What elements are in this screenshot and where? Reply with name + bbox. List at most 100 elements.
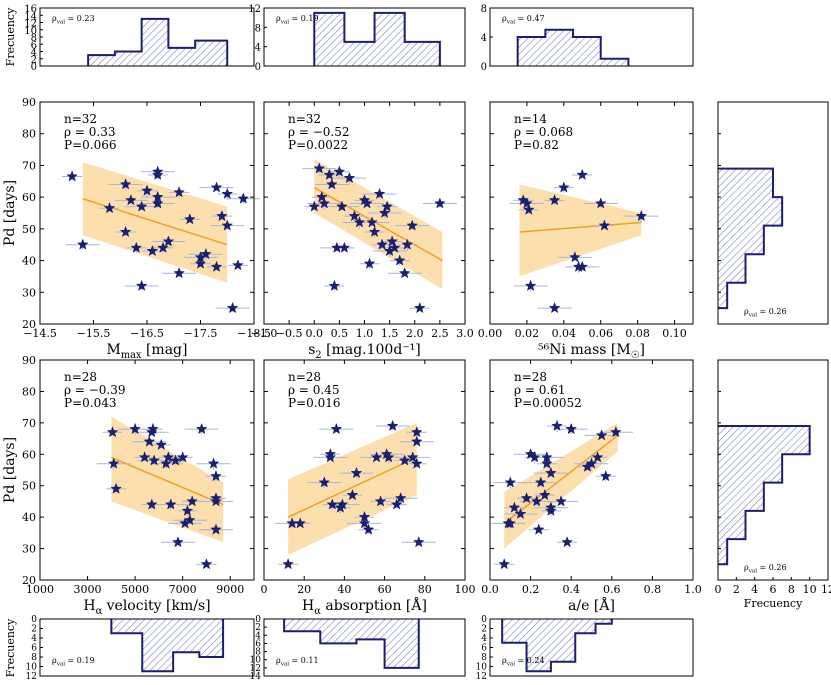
panel-frame (263, 7, 466, 67)
histogram-bar (573, 37, 601, 66)
panel-frame (39, 359, 255, 581)
data-point (183, 514, 196, 526)
data-point (508, 501, 521, 513)
data-point (598, 219, 611, 231)
data-point (410, 435, 423, 447)
data-point (557, 181, 570, 193)
x-tick-label: 0.00 (478, 327, 503, 340)
confidence-band (519, 184, 642, 277)
y-tick-label: 90 (22, 96, 36, 109)
y-tick-label: 10 (26, 663, 38, 673)
histogram-bar (114, 51, 142, 66)
histogram-bar (111, 619, 143, 634)
x-tick-label: 60 (378, 583, 392, 596)
x-tick-label: 0.2 (522, 583, 540, 596)
data-point (514, 507, 527, 519)
histogram-bar (320, 619, 357, 644)
y-tick-label: 2 (31, 55, 37, 66)
data-point (410, 457, 423, 469)
data-point (173, 267, 185, 279)
x-tick-label: 10 (803, 583, 817, 596)
hist-right-xlabel: Frecuency (744, 597, 803, 610)
x-tick-label: 6 (770, 583, 777, 596)
data-point (353, 216, 366, 228)
y-tick-label: 2 (31, 625, 37, 635)
stat-n: n=32 (64, 112, 97, 126)
rho-val-label: ρval = 0.23 (52, 14, 95, 25)
x-tick-label: 2 (733, 583, 740, 596)
hist-bottom-ylabel: Frecuency (4, 618, 17, 677)
histogram-bar (195, 40, 228, 66)
y-tick-label: 12 (24, 19, 37, 30)
data-point (308, 200, 321, 212)
x-tick-label: 40 (337, 583, 351, 596)
y-axis-label: Pd [days] (2, 437, 18, 503)
y-tick-label: 40 (22, 255, 36, 268)
data-point (333, 165, 346, 177)
data-point (521, 197, 533, 209)
data-point (373, 187, 386, 199)
data-point (210, 260, 223, 273)
histogram-bar (718, 482, 764, 511)
histogram-bar (718, 282, 728, 309)
histogram-bar (545, 29, 574, 66)
y-tick-label: 8 (31, 653, 37, 663)
histogram-bar (344, 41, 375, 66)
data-point (338, 241, 351, 253)
y-tick-label: 4 (255, 43, 261, 54)
data-point (548, 194, 561, 206)
y-tick-label: 14 (24, 11, 37, 22)
data-point (386, 419, 399, 431)
y-tick-label: 4 (481, 33, 487, 44)
x-tick-label: 8 (788, 583, 795, 596)
panel-s2: −1.0−0.5 0.0 0.5 1.0 1.5 2.0 2.5 3.0 s2 [mag.100… (251, 101, 474, 361)
data-point (635, 209, 648, 222)
confidence-band (111, 416, 224, 543)
panel-frame (717, 101, 829, 325)
data-point (591, 451, 604, 463)
x-tick-label: 3000 (74, 583, 102, 596)
data-point (164, 498, 177, 510)
histogram-bar (199, 619, 224, 657)
x-tick-label: 0.06 (588, 327, 613, 340)
data-point (221, 219, 234, 231)
data-point (323, 168, 336, 180)
y-tick-label: 4 (31, 48, 37, 59)
data-point (520, 492, 533, 504)
data-point (221, 187, 234, 199)
y-tick-label: 8 (481, 653, 487, 663)
y-tick-label: 60 (22, 448, 36, 461)
data-point (368, 225, 381, 238)
histogram-bar (718, 539, 728, 565)
data-point (210, 523, 222, 535)
x-tick-label: 1.5 (381, 327, 399, 340)
data-point (398, 454, 411, 466)
y-tick-label: 0 (31, 62, 37, 73)
data-point (362, 523, 375, 535)
x-tick-label: 1.0 (684, 583, 702, 596)
hist-right-1: ρval = 0.26 (717, 101, 829, 325)
histogram-bar (718, 225, 764, 255)
y-tick-label: 50 (22, 223, 36, 236)
data-point (313, 162, 326, 174)
y-tick-label: 90 (22, 354, 36, 367)
x-tick-label: 0.4 (562, 583, 580, 596)
x-tick-label: 0.8 (644, 583, 662, 596)
panel-ha_abs: 0 20 40 60 80 100 Hα absorption [Å] n=28ρ = 0.4… (261, 359, 476, 617)
data-point (76, 238, 89, 250)
stat-n: n=32 (288, 112, 321, 126)
data-point (210, 470, 222, 482)
data-point (226, 301, 239, 314)
data-point (130, 241, 143, 253)
rho-val-label: ρval = 0.11 (276, 656, 319, 667)
data-point (413, 301, 426, 314)
x-tick-label: 0.02 (515, 327, 540, 340)
x-tick-label: 0.0 (306, 327, 324, 340)
panel-ni: 0.00 0.02 0.04 0.06 0.08 0.10 ⁵⁶Ni mass [M☉] n=… (478, 101, 694, 361)
y-tick-label: 0 (255, 62, 261, 73)
data-point (315, 190, 328, 203)
y-tick-label: 14 (250, 672, 262, 682)
